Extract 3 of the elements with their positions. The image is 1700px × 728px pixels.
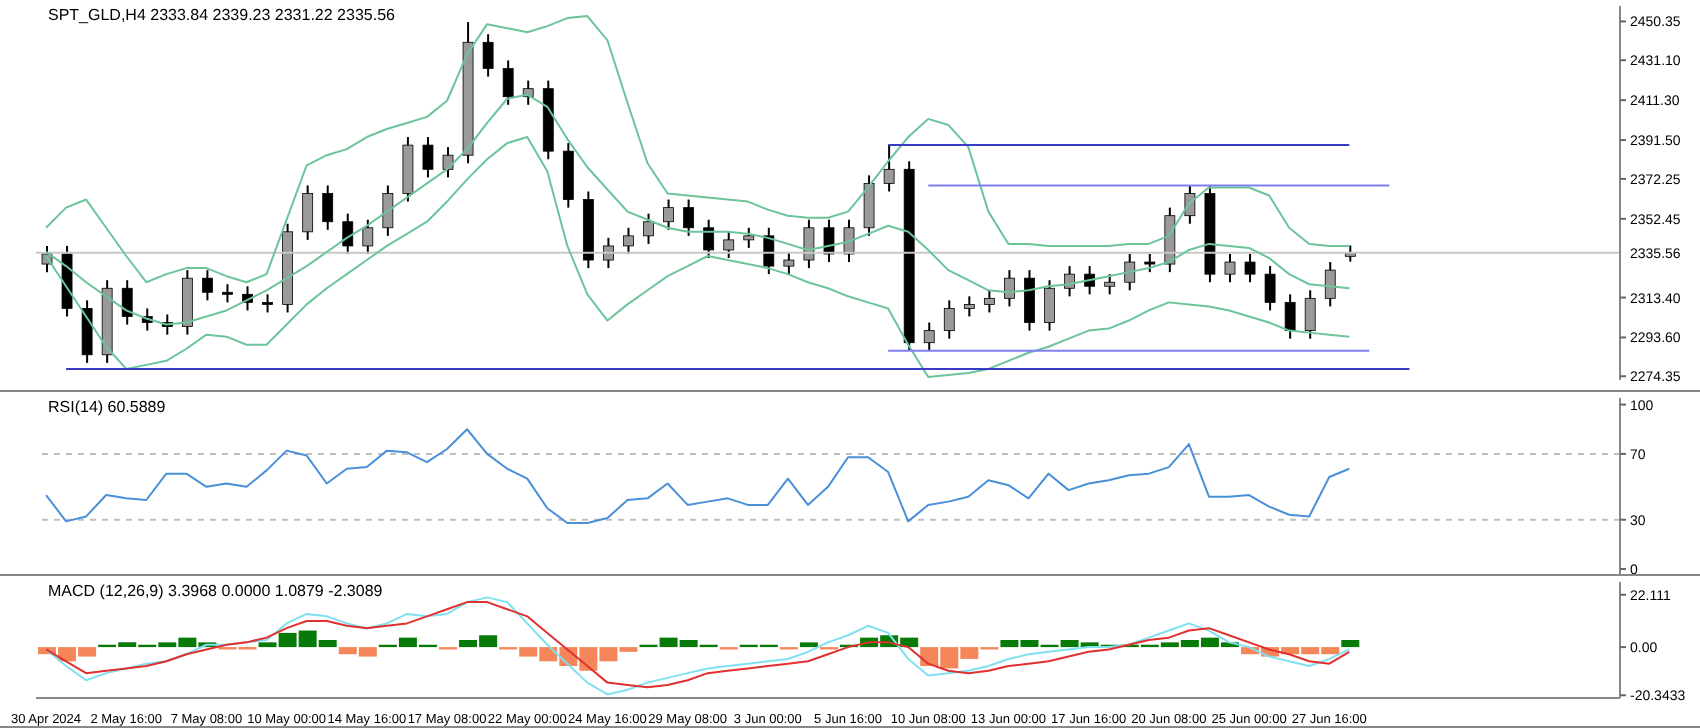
chart-title: MACD (12,26,9) 3.3968 0.0000 1.0879 -2.3089	[48, 582, 383, 600]
chart-title: SPT_GLD,H4 2333.84 2339.23 2331.22 2335.56	[48, 6, 395, 24]
chart-title: RSI(14) 60.5889	[48, 398, 166, 416]
